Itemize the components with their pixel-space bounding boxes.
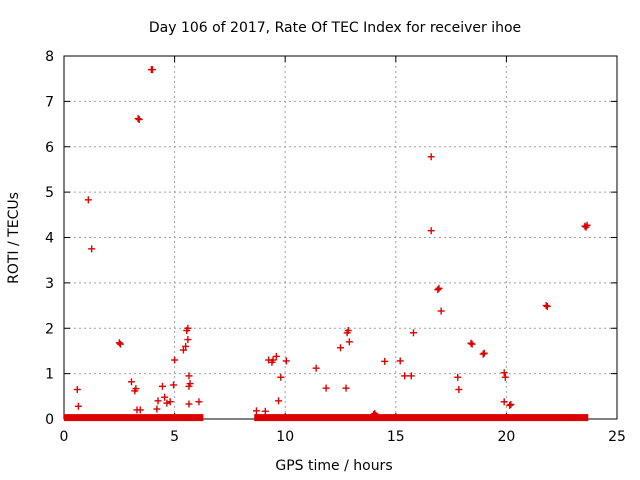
- data-point: [88, 245, 96, 253]
- x-tick-label: 15: [387, 429, 405, 445]
- data-point: [195, 398, 203, 406]
- x-tick-label: 25: [608, 429, 626, 445]
- y-tick-label: 1: [45, 367, 54, 383]
- data-point: [74, 402, 82, 410]
- data-point: [437, 307, 445, 315]
- near-zero-data-band: [64, 414, 589, 422]
- data-point: [148, 66, 156, 74]
- data-point: [409, 329, 417, 337]
- data-point: [153, 405, 161, 413]
- y-tick-label: 4: [45, 231, 54, 247]
- data-point: [166, 398, 174, 406]
- data-point: [467, 339, 475, 347]
- y-tick-label: 7: [45, 94, 54, 110]
- grid: [64, 56, 617, 419]
- data-point: [427, 227, 435, 235]
- data-point: [455, 386, 463, 394]
- data-point: [401, 372, 409, 380]
- data-point: [185, 400, 193, 408]
- data-point: [252, 407, 260, 415]
- data-point: [427, 153, 435, 161]
- data-point: [134, 115, 142, 123]
- data-point: [84, 196, 92, 204]
- y-tick-label: 8: [45, 49, 54, 65]
- baseline-band: [254, 414, 589, 422]
- y-tick-label: 5: [45, 185, 54, 201]
- data-point: [396, 357, 404, 365]
- data-point: [500, 369, 508, 377]
- data-point: [116, 340, 124, 348]
- data-point: [277, 373, 285, 381]
- y-axis-label: ROTI / TECUs: [6, 192, 22, 284]
- y-tick-label: 0: [45, 412, 54, 428]
- data-point: [506, 401, 514, 409]
- data-point: [272, 352, 280, 360]
- y-tick-label: 6: [45, 140, 54, 156]
- data-point: [407, 372, 415, 380]
- data-point: [169, 381, 177, 389]
- data-point: [345, 338, 353, 346]
- data-point: [185, 372, 193, 380]
- data-point: [179, 346, 187, 354]
- data-point: [342, 384, 350, 392]
- data-point: [507, 400, 515, 408]
- data-point: [154, 397, 162, 405]
- x-axis-label: GPS time / hours: [275, 458, 392, 474]
- data-point: [127, 378, 135, 386]
- x-tick-label: 5: [170, 429, 179, 445]
- data-point: [583, 221, 591, 229]
- data-point: [543, 302, 551, 310]
- data-point: [115, 339, 123, 347]
- data-point: [381, 357, 389, 365]
- data-point: [372, 411, 380, 419]
- data-point: [269, 356, 277, 364]
- y-tick-label: 3: [45, 276, 54, 292]
- data-point: [171, 356, 179, 364]
- data-point: [184, 324, 192, 332]
- x-tick-label: 20: [497, 429, 515, 445]
- data-point: [275, 397, 283, 405]
- data-point: [344, 327, 352, 335]
- data-points: [73, 66, 591, 419]
- data-point: [542, 302, 550, 310]
- y-tick-label: 2: [45, 321, 54, 337]
- data-point: [182, 342, 190, 350]
- baseline-band: [64, 414, 204, 422]
- data-point: [132, 385, 140, 393]
- data-point: [261, 407, 269, 415]
- data-point: [468, 340, 476, 348]
- data-point: [184, 336, 192, 344]
- data-point: [500, 398, 508, 406]
- axis-tick-labels: 0 5 10 15 20 25 0 1 2 3 4 5 6 7 8: [45, 49, 626, 445]
- data-point: [186, 380, 194, 388]
- data-point: [501, 373, 509, 381]
- data-point: [435, 284, 443, 292]
- data-point: [136, 406, 144, 414]
- x-tick-label: 0: [60, 429, 69, 445]
- data-point: [163, 399, 171, 407]
- data-point: [161, 393, 169, 401]
- data-point: [454, 373, 462, 381]
- data-point: [479, 350, 487, 358]
- data-point: [480, 349, 488, 357]
- x-tick-label: 10: [276, 429, 294, 445]
- data-point: [322, 384, 330, 392]
- data-point: [135, 116, 143, 124]
- data-point: [158, 382, 166, 390]
- data-point: [337, 344, 344, 352]
- data-point: [434, 286, 442, 294]
- data-point: [312, 364, 320, 372]
- data-point: [73, 386, 81, 394]
- chart-title: Day 106 of 2017, Rate Of TEC Index for r…: [149, 20, 521, 36]
- data-point: [282, 357, 290, 365]
